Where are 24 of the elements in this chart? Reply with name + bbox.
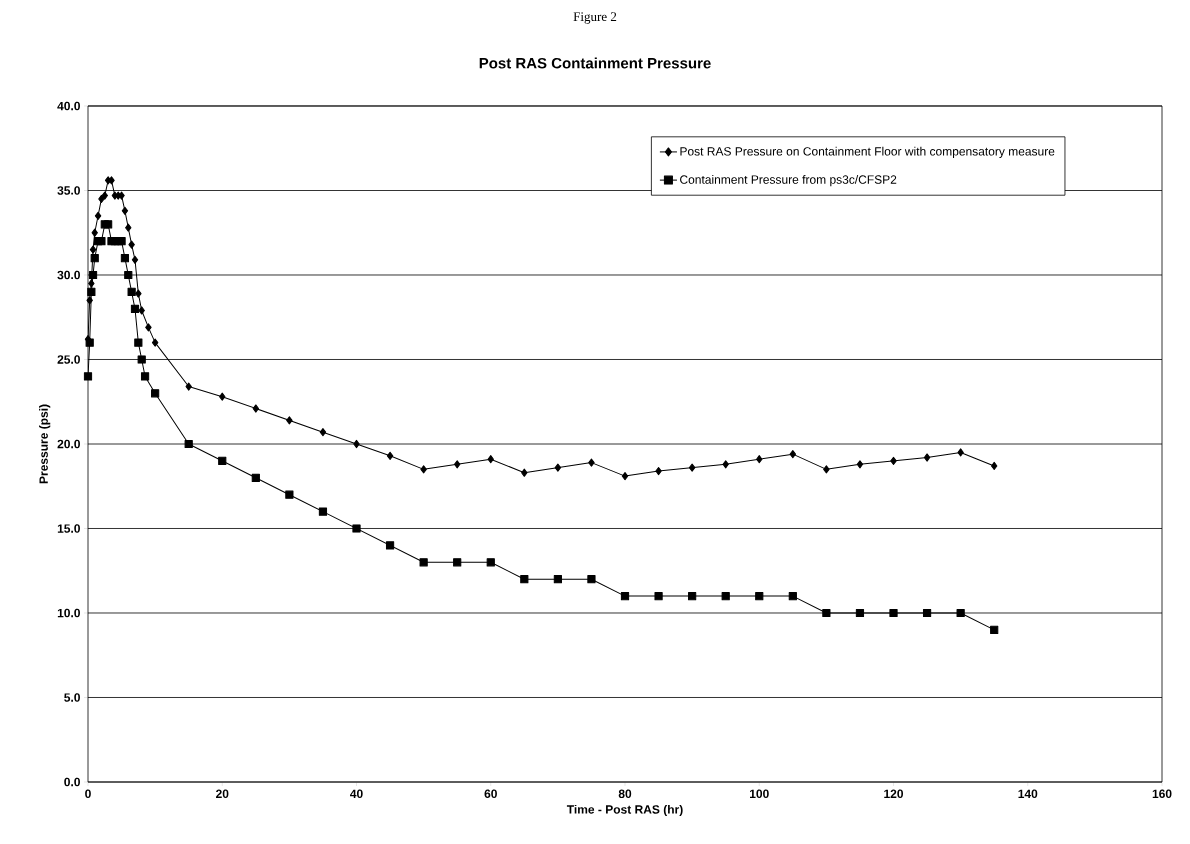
x-tick-label: 40 — [350, 789, 363, 799]
x-tick-label: 100 — [750, 789, 769, 799]
x-tick-label: 20 — [216, 789, 229, 799]
x-tick-label: 0 — [85, 789, 91, 799]
y-tick-label: 40.0 — [57, 101, 80, 111]
y-tick-label: 35.0 — [57, 186, 80, 195]
y-tick-label: 5.0 — [64, 693, 80, 702]
y-tick-label: 15.0 — [57, 524, 80, 533]
y-tick-label: 30.0 — [57, 270, 80, 280]
x-axis-title: Time - Post RAS (hr) — [566, 804, 683, 817]
x-tick-label: 60 — [484, 789, 497, 799]
x-tick-label: 140 — [1018, 789, 1038, 799]
legend-label: Post RAS Pressure on Containment Floor with compensatory measure — [680, 146, 1055, 159]
chart-title: Figure 2 — [573, 12, 617, 24]
chart-subtitle: Post RAS Containment Pressure — [479, 57, 711, 69]
y-tick-label: 10.0 — [57, 608, 80, 618]
x-tick-label: 160 — [1152, 789, 1172, 799]
y-tick-label: 25.0 — [57, 355, 80, 364]
x-tick-label: 120 — [884, 789, 904, 799]
legend-label: Containment Pressure from ps3c/CFSP2 — [680, 175, 897, 187]
y-tick-label: 0.0 — [64, 777, 80, 787]
x-tick-label: 80 — [618, 789, 632, 799]
y-axis-title: Pressure (psi) — [39, 404, 51, 484]
y-tick-label: 20.0 — [57, 439, 80, 449]
